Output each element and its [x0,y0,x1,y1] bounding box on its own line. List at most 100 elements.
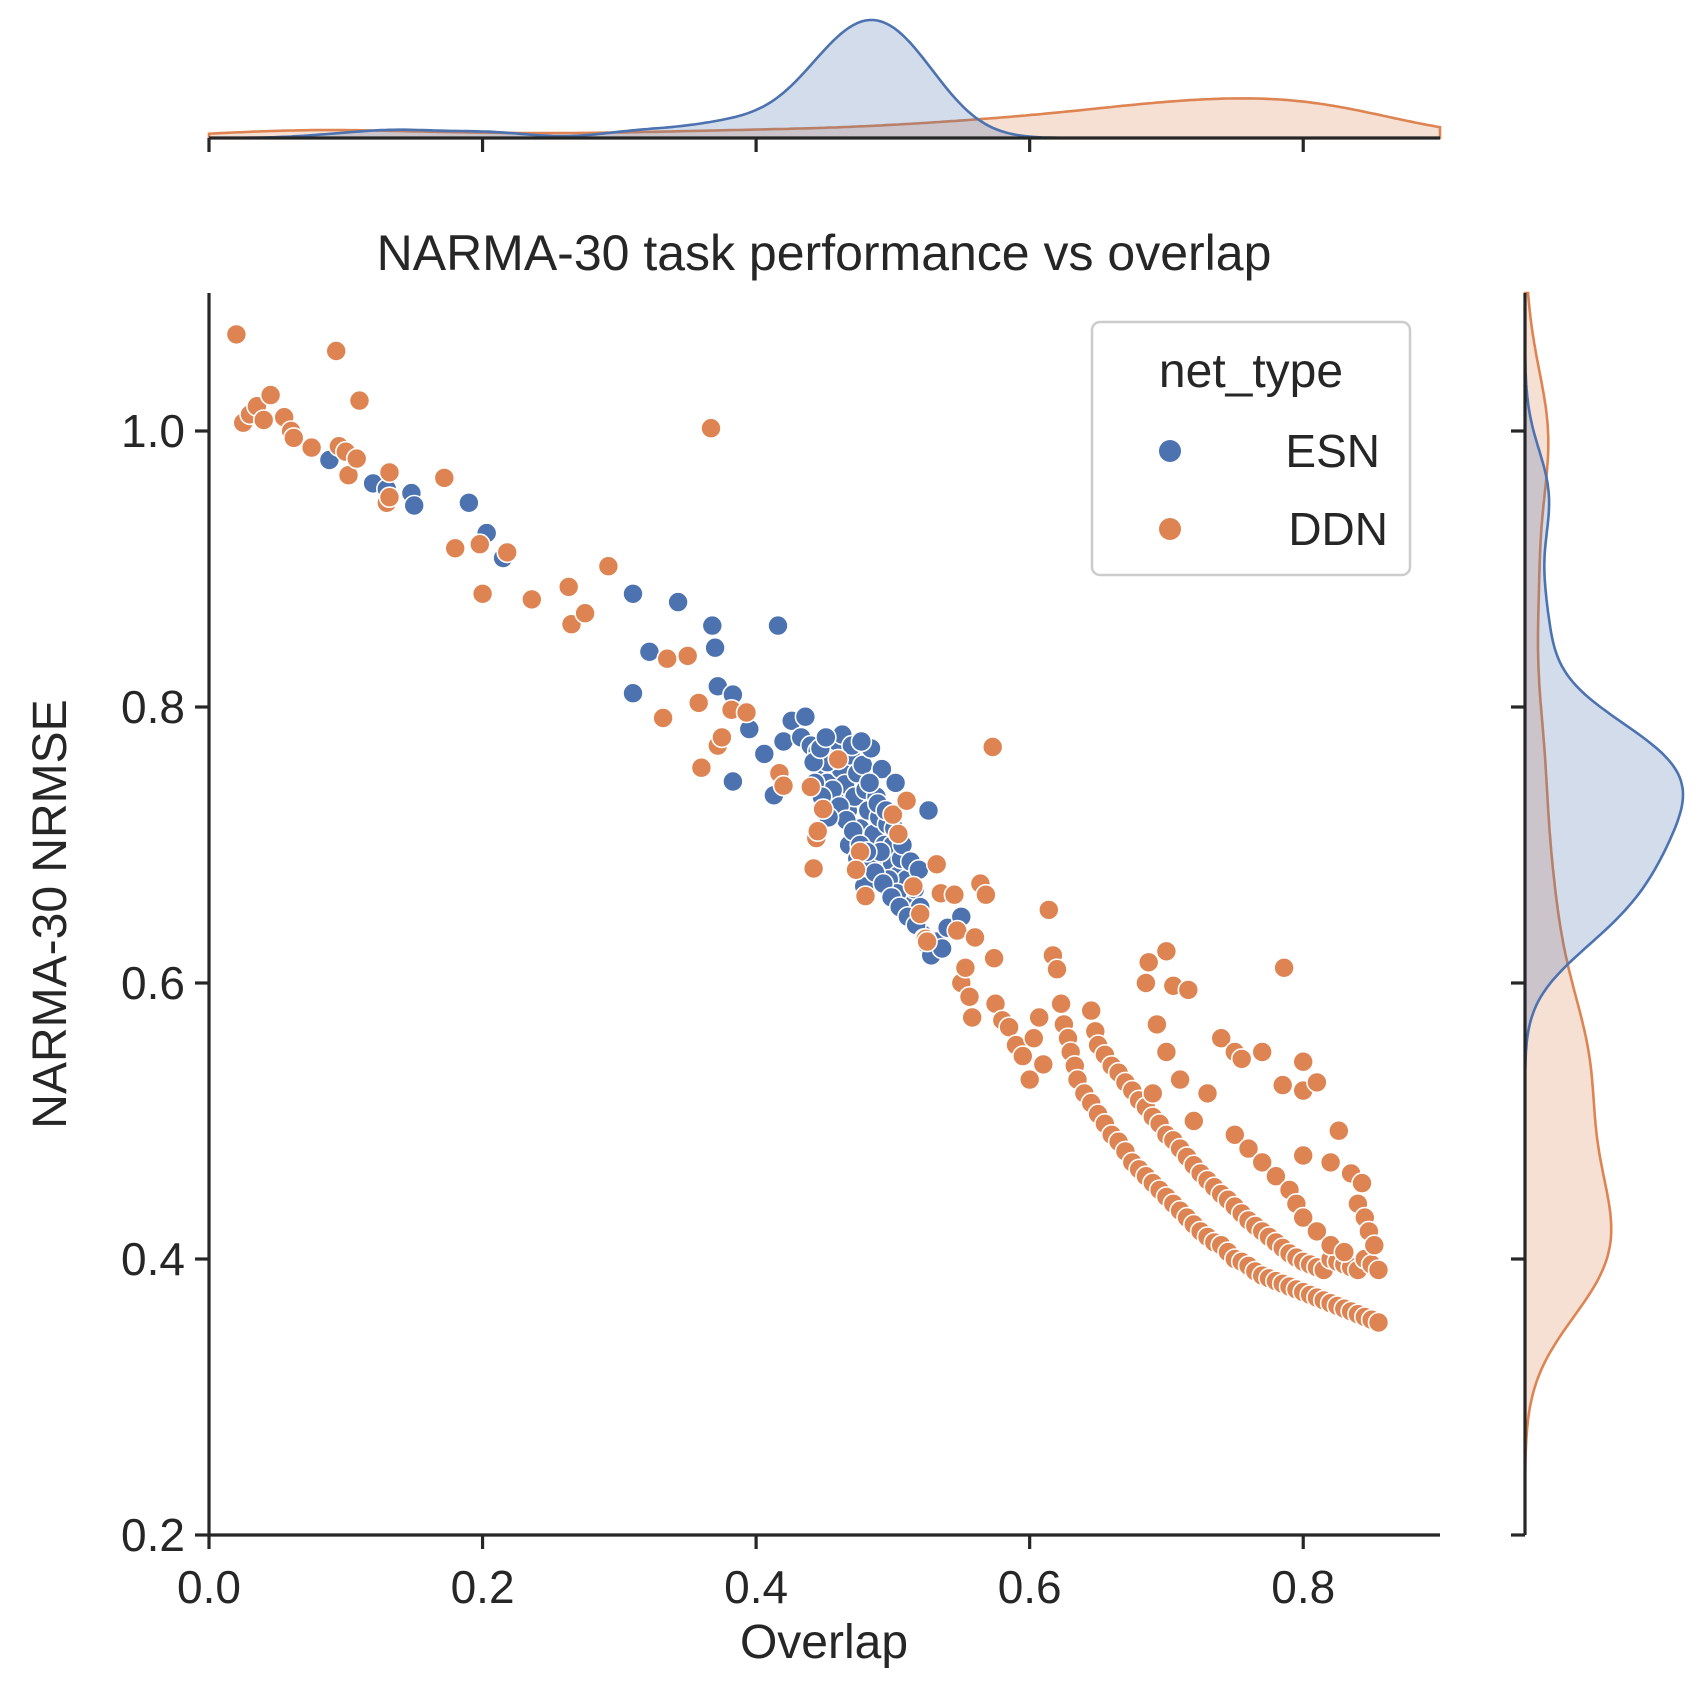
point-ddn [345,447,368,470]
point-ddn [895,789,918,812]
x-tick-label: 0.0 [177,1561,241,1613]
point-esn [704,636,726,659]
plot-axes: 0.0 0.2 0.4 0.6 0.8 0.20.40.60.81.0 [121,293,1440,1613]
point-ddn [1046,958,1068,981]
point-ddn [1367,1311,1390,1334]
x-tick-label: 0.6 [998,1561,1062,1613]
point-esn [403,494,426,517]
point-ddn [471,582,494,605]
legend-box [1090,320,1412,577]
point-ddn [496,541,519,564]
point-esn [815,726,837,749]
point-ddn [1273,956,1295,979]
point-ddn [1032,1053,1055,1076]
point-ddn [300,436,323,459]
point-ddn [902,875,925,898]
point-ddn [1038,899,1060,921]
point-ddn [827,748,850,771]
point-ddn [1155,940,1178,963]
point-ddn [676,645,699,667]
point-ddn [958,985,981,1008]
point-ddn [1230,1048,1253,1070]
point-esn [767,614,789,637]
right-marginal-kde [1511,291,1685,1537]
point-ddn [1363,1234,1386,1256]
x-tick-label: 0.2 [451,1561,515,1613]
point-ddn [1080,999,1102,1022]
point-ddn [378,486,401,509]
point-ddn [887,823,910,845]
point-ddn [1292,1144,1314,1167]
point-ddn [520,588,543,611]
point-ddn [1306,1220,1328,1243]
point-ddn [690,756,713,779]
point-ddn [981,736,1004,758]
top-marginal-kde [207,18,1442,152]
point-ddn [1351,1172,1373,1194]
point-ddn [1237,1137,1260,1160]
top-kde-ddn [207,97,1442,140]
point-esn [622,682,644,705]
point-ddn [1292,1050,1314,1073]
x-tick-label: 0.8 [1271,1561,1335,1613]
point-ddn [806,820,829,843]
point-ddn [700,417,722,440]
point-esn [850,730,873,753]
point-ddn [799,776,822,798]
point-ddn [1183,1110,1205,1132]
point-ddn [735,701,758,724]
point-ddn [925,853,948,876]
x-tick-label: 0.4 [724,1561,788,1613]
point-ddn [983,947,1005,970]
point-esn [858,772,881,794]
point-ddn [1306,1071,1328,1094]
point-ddn [1135,972,1157,994]
point-esn [667,591,689,613]
point-ddn [1011,1045,1034,1067]
point-ddn [444,537,467,560]
point-ddn [845,858,867,881]
point-ddn [1146,1013,1168,1036]
point-ddn [1328,1119,1350,1142]
point-ddn [946,919,969,942]
chart-title: NARMA-30 task performance vs overlap [377,225,1272,281]
point-ddn [687,692,710,714]
point-ddn [252,409,275,431]
point-ddn [802,857,825,880]
y-tick-label: 0.2 [121,1509,185,1561]
point-ddn [1018,1068,1041,1091]
point-ddn [557,576,580,598]
point-ddn [964,926,986,949]
point-ddn [282,427,305,449]
y-tick-label: 0.8 [121,681,185,733]
point-ddn [998,1016,1020,1038]
legend-marker-ddn [1159,518,1181,540]
point-ddn [1319,1151,1342,1174]
point-ddn [433,467,456,489]
legend: net_type ESN DDN [1090,320,1412,577]
point-ddn [1169,1068,1191,1091]
point-ddn [975,883,997,906]
point-ddn [961,1006,984,1029]
point-esn [622,582,644,605]
x-axis-label: Overlap [740,1616,908,1669]
point-ddn [1251,1151,1273,1174]
point-ddn [849,841,871,863]
point-ddn [1196,1082,1219,1105]
point-ddn [378,461,401,484]
point-ddn [1367,1259,1390,1281]
legend-label-esn: ESN [1285,425,1380,477]
point-ddn [854,885,877,907]
point-esn [638,640,661,663]
x-axis-ticks: 0.0 0.2 0.4 0.6 0.8 [177,1535,1335,1613]
point-ddn [711,726,733,749]
legend-title: net_type [1159,345,1343,398]
point-esn [722,770,744,793]
point-esn [871,758,893,780]
y-axis-ticks: 0.2 0.4 0.6 0.8 1.0 [121,405,209,1561]
scatter-points [225,323,1390,1334]
point-ddn [1333,1241,1356,1263]
point-ddn [468,533,491,556]
y-tick-label: 0.4 [121,1233,185,1285]
